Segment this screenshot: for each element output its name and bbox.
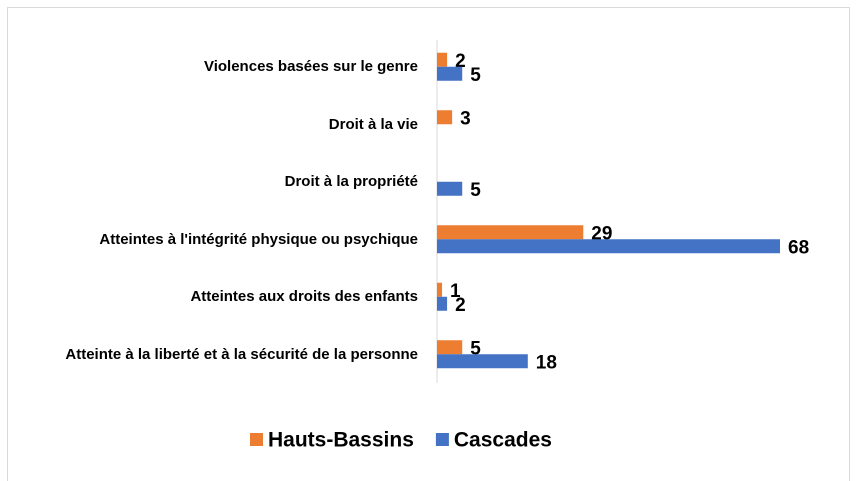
bar [437, 282, 443, 297]
category-label: Atteintes aux droits des enfants [190, 288, 418, 306]
data-label: 5 [470, 338, 481, 359]
category-label: Droit à la vie [328, 115, 418, 133]
legend-swatch [435, 433, 449, 446]
category-label: Atteinte à la liberté et à la sécurité d… [65, 345, 418, 363]
bar [437, 354, 528, 369]
category-label: Droit à la propriété [284, 173, 418, 191]
bar [437, 110, 453, 125]
category-label-box: Droit à la propriété [18, 157, 418, 207]
data-label: 29 [591, 223, 612, 244]
category-label-box: Atteinte à la liberté et à la sécurité d… [18, 329, 418, 379]
category-label-box: Atteintes à l'intégrité physique ou psyc… [18, 214, 418, 264]
category-label-box: Violences basées sur le genre [18, 42, 418, 92]
chart-border [7, 7, 850, 481]
data-label: 3 [460, 108, 471, 129]
data-label: 18 [536, 352, 557, 373]
data-label: 68 [788, 237, 809, 258]
bar [437, 340, 463, 355]
legend-label: Hauts-Bassins [268, 429, 414, 452]
legend-label: Cascades [454, 429, 552, 452]
legend-swatch [250, 433, 263, 446]
category-label-box: Droit à la vie [18, 99, 418, 149]
data-label: 5 [470, 180, 481, 201]
data-label: 2 [455, 51, 466, 72]
bar [437, 52, 448, 67]
category-label-box: Atteintes aux droits des enfants [18, 272, 418, 322]
data-label: 2 [455, 295, 466, 316]
data-label: 1 [450, 281, 461, 302]
category-label: Atteintes à l'intégrité physique ou psyc… [99, 230, 418, 248]
bar [437, 239, 780, 254]
bar [437, 225, 584, 240]
data-label: 5 [470, 65, 481, 86]
bar [437, 181, 463, 196]
bar [437, 296, 448, 311]
category-label: Violences basées sur le genre [203, 58, 418, 76]
bar [437, 66, 463, 81]
